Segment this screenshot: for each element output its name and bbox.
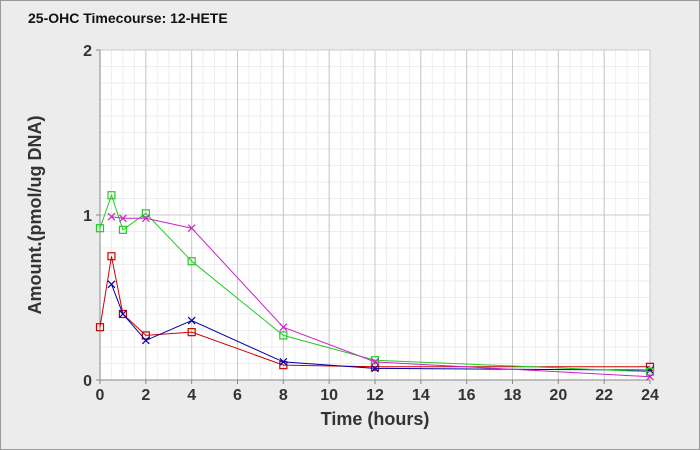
- x-tick-label: 8: [279, 387, 288, 404]
- data-point: [279, 323, 288, 332]
- chart-title: 25-OHC Timecourse: 12-HETE: [28, 10, 228, 26]
- x-tick-label: 24: [641, 387, 659, 404]
- data-point: [107, 212, 116, 221]
- data-point: [187, 316, 196, 325]
- y-tick-label: 2: [83, 43, 92, 60]
- data-point: [187, 224, 196, 233]
- y-tick-label: 1: [83, 208, 92, 225]
- x-tick-label: 10: [320, 387, 338, 404]
- data-point: [107, 280, 116, 289]
- data-point: [141, 336, 150, 345]
- data-point: [95, 323, 105, 332]
- x-tick-label: 0: [96, 387, 105, 404]
- x-tick-label: 4: [187, 387, 196, 404]
- data-point: [371, 357, 379, 366]
- data-point: [118, 310, 127, 318]
- x-tick-label: 18: [504, 387, 522, 404]
- data-point: [645, 367, 655, 376]
- series-line: [99, 256, 650, 368]
- data-point: [187, 328, 196, 337]
- data-point: [141, 331, 150, 340]
- series-2: [107, 280, 654, 375]
- x-tick-label: 14: [412, 387, 430, 404]
- y-tick-label: 0: [83, 373, 92, 390]
- data-point: [118, 309, 128, 319]
- x-tick-label: 16: [458, 387, 476, 404]
- data-point: [141, 209, 150, 218]
- grid: [99, 49, 651, 381]
- x-axis-label: Time (hours): [321, 409, 430, 429]
- series-group: [95, 191, 655, 381]
- x-tick-label: 22: [595, 387, 613, 404]
- data-point: [371, 364, 379, 373]
- x-tick-label: 12: [366, 387, 384, 404]
- series-4: [107, 212, 654, 381]
- data-point: [279, 331, 288, 340]
- data-point: [118, 225, 128, 234]
- x-tick-label: 2: [141, 387, 150, 404]
- data-point: [118, 214, 127, 223]
- x-tick-label: 6: [233, 387, 242, 404]
- x-tick-label: 20: [549, 387, 567, 404]
- data-point: [279, 357, 288, 366]
- data-point: [107, 191, 116, 200]
- data-point: [646, 372, 654, 381]
- data-point: [141, 214, 150, 223]
- data-point: [187, 257, 196, 266]
- data-point: [107, 252, 116, 261]
- y-axis-label: Amount.(pmol/ug DNA): [25, 116, 45, 315]
- data-point: [95, 224, 105, 233]
